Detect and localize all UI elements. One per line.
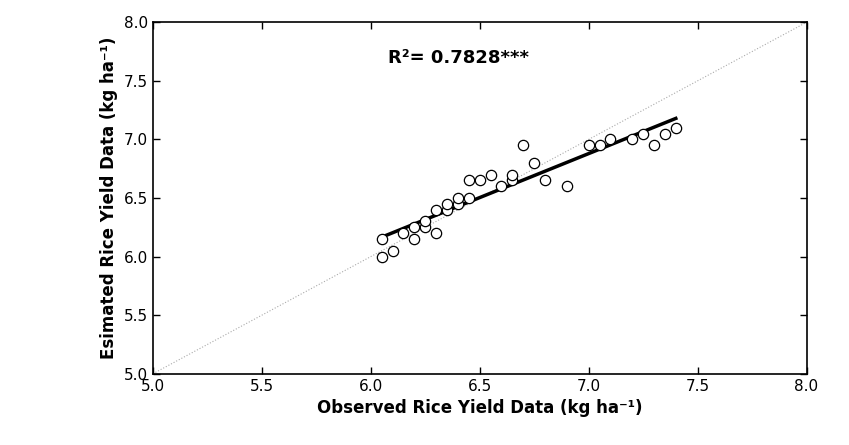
Point	[408, 235, 421, 243]
Point	[419, 224, 432, 231]
Point	[495, 183, 509, 190]
Point	[647, 142, 661, 149]
Point	[505, 177, 519, 184]
Point	[473, 177, 486, 184]
Point	[505, 171, 519, 178]
Point	[440, 200, 453, 207]
Point	[658, 130, 672, 137]
Point	[604, 136, 617, 143]
Point	[462, 194, 475, 202]
Point	[440, 206, 453, 213]
Point	[419, 218, 432, 225]
Point	[451, 200, 464, 207]
Point	[451, 194, 464, 202]
Point	[374, 235, 388, 243]
Point	[462, 177, 475, 184]
X-axis label: Observed Rice Yield Data (kg ha⁻¹): Observed Rice Yield Data (kg ha⁻¹)	[317, 399, 643, 417]
Point	[626, 136, 639, 143]
Point	[582, 142, 595, 149]
Point	[516, 142, 530, 149]
Point	[560, 183, 574, 190]
Point	[484, 171, 498, 178]
Point	[430, 230, 443, 237]
Point	[538, 177, 552, 184]
Y-axis label: Esimated Rice Yield Data (kg ha⁻¹): Esimated Rice Yield Data (kg ha⁻¹)	[100, 37, 118, 359]
Point	[430, 206, 443, 213]
Point	[385, 247, 399, 254]
Point	[637, 130, 650, 137]
Point	[669, 124, 683, 131]
Point	[593, 142, 606, 149]
Point	[408, 224, 421, 231]
Point	[396, 230, 410, 237]
Point	[527, 159, 541, 166]
Point	[374, 253, 388, 260]
Text: R²= 0.7828***: R²= 0.7828***	[388, 49, 529, 67]
